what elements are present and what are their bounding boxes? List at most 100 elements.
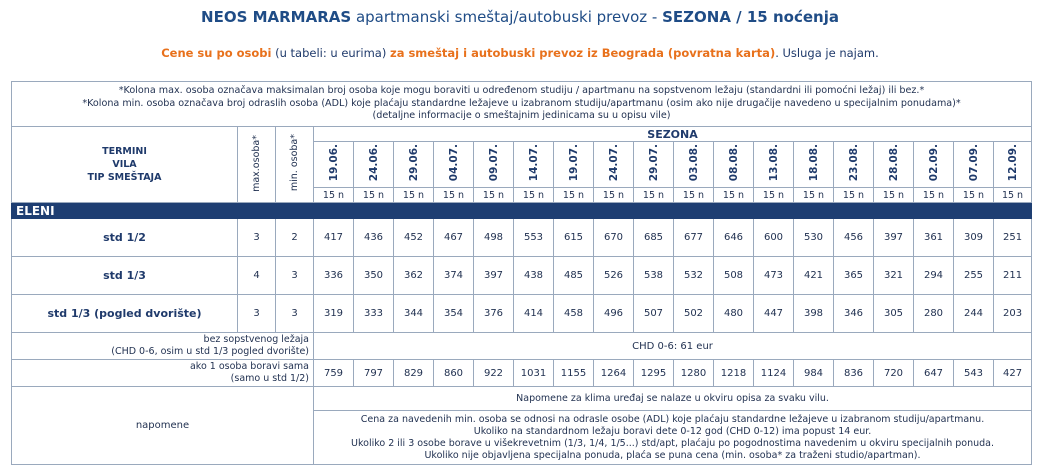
price-cell: 354 (433, 294, 474, 333)
max-persons: 4 (237, 256, 276, 295)
notes-label: napomene (11, 386, 314, 465)
single-price-cell: 984 (793, 359, 834, 387)
max-persons-header: max.osoba* (237, 126, 276, 203)
date-label: 29.06. (407, 144, 420, 182)
price-cell: 244 (953, 294, 994, 333)
date-header: 19.07. (553, 141, 594, 188)
single-price-cell: 1031 (513, 359, 554, 387)
price-cell: 333 (353, 294, 394, 333)
price-cell: 294 (913, 256, 954, 295)
villa-name: ELENI (10, 202, 1033, 219)
price-cell: 485 (553, 256, 594, 295)
note-line: Ukoliko na standardnom ležaju boravi det… (473, 425, 872, 437)
single-price-cell: 922 (473, 359, 514, 387)
nights-cell: 15 n (593, 187, 634, 203)
price-cell: 346 (833, 294, 874, 333)
price-cell: 646 (713, 218, 754, 257)
price-cell: 438 (513, 256, 554, 295)
price-cell: 361 (913, 218, 954, 257)
date-header: 19.06. (313, 141, 354, 188)
date-label: 14.07. (527, 144, 540, 182)
info-notes: *Kolona max. osoba označava maksimalan b… (10, 81, 1033, 127)
nights-cell: 15 n (913, 187, 954, 203)
date-header: 09.07. (473, 141, 514, 188)
nights-cell: 15 n (473, 187, 514, 203)
price-cell: 305 (873, 294, 914, 333)
price-cell: 526 (593, 256, 634, 295)
price-cell: 456 (833, 218, 874, 257)
single-price-cell: 647 (913, 359, 954, 387)
date-label: 18.08. (807, 144, 820, 182)
date-header: 04.07. (433, 141, 474, 188)
single-price-cell: 836 (833, 359, 874, 387)
min-persons: 3 (275, 256, 314, 295)
price-cell: 538 (633, 256, 674, 295)
price-cell: 417 (313, 218, 354, 257)
room-row: std 1/3 4 3 336 350 362 374 397 438 485 526 538 532 5… (11, 256, 1033, 295)
note-line: Ukoliko 2 ili 3 osobe borave u višekreve… (351, 437, 994, 449)
price-cell: 677 (673, 218, 714, 257)
price-cell: 336 (313, 256, 354, 295)
price-cell: 376 (473, 294, 514, 333)
date-header: 24.07. (593, 141, 634, 188)
single-price-cell: 1295 (633, 359, 674, 387)
nights-cell: 15 n (992, 187, 1033, 203)
nights-cell: 15 n (793, 187, 834, 203)
single-price-cell: 1280 (673, 359, 714, 387)
price-cell: 447 (753, 294, 794, 333)
date-label: 13.08. (767, 144, 780, 182)
price-cell: 670 (593, 218, 634, 257)
single-price-cell: 1124 (753, 359, 794, 387)
chd-label-line: bez sopstvenog ležaja (203, 334, 309, 345)
date-label: 03.08. (687, 144, 700, 182)
single-price-cell: 860 (433, 359, 474, 387)
date-header: 28.08. (873, 141, 914, 188)
max-persons: 3 (237, 294, 276, 333)
date-header: 07.09. (953, 141, 994, 188)
single-label-line: ako 1 osoba boravi sama (189, 361, 309, 372)
nights-cell: 15 n (553, 187, 594, 203)
price-cell: 414 (513, 294, 554, 333)
price-cell: 251 (992, 218, 1033, 257)
price-cell: 211 (992, 256, 1033, 295)
nights-cell: 15 n (353, 187, 394, 203)
date-label: 19.06. (327, 144, 340, 182)
date-header: 18.08. (793, 141, 834, 188)
price-cell: 480 (713, 294, 754, 333)
price-cell: 600 (753, 218, 794, 257)
date-header: 14.07. (513, 141, 554, 188)
date-label: 24.07. (607, 144, 620, 182)
min-persons: 3 (275, 294, 314, 333)
date-label: 29.07. (647, 144, 660, 182)
price-cell: 452 (393, 218, 434, 257)
nights-cell: 15 n (833, 187, 874, 203)
price-cell: 530 (793, 218, 834, 257)
price-cell: 255 (953, 256, 994, 295)
nights-cell: 15 n (313, 187, 354, 203)
note-aircon: Napomene za klima uređaj se nalaze u okv… (312, 386, 1033, 411)
room-type: std 1/2 (11, 218, 238, 257)
date-header: 29.07. (633, 141, 674, 188)
nights-cell: 15 n (753, 187, 794, 203)
price-cell: 398 (793, 294, 834, 333)
price-cell: 203 (992, 294, 1033, 333)
single-price-cell: 759 (313, 359, 354, 387)
season-header: SEZONA (312, 126, 1033, 142)
chd-label-line: (CHD 0-6, osim u std 1/3 pogled dvorište… (111, 346, 309, 357)
chd-value: CHD 0-6: 61 eur (312, 332, 1033, 360)
price-cell: 397 (473, 256, 514, 295)
price-table: *Kolona max. osoba označava maksimalan b… (10, 81, 1033, 465)
price-cell: 436 (353, 218, 394, 257)
date-header: 02.09. (913, 141, 954, 188)
price-cell: 553 (513, 218, 554, 257)
date-header: 29.06. (393, 141, 434, 188)
date-header: 13.08. (753, 141, 794, 188)
page-subtitle: Cene su po osobi (u tabeli: u eurima) za… (161, 46, 879, 60)
date-label: 04.07. (447, 144, 460, 182)
termini-header: TERMINI VILA TIP SMEŠTAJA (11, 126, 238, 203)
price-cell: 309 (953, 218, 994, 257)
price-cell: 374 (433, 256, 474, 295)
nights-cell: 15 n (433, 187, 474, 203)
price-cell: 319 (313, 294, 354, 333)
date-label: 07.09. (967, 144, 980, 182)
